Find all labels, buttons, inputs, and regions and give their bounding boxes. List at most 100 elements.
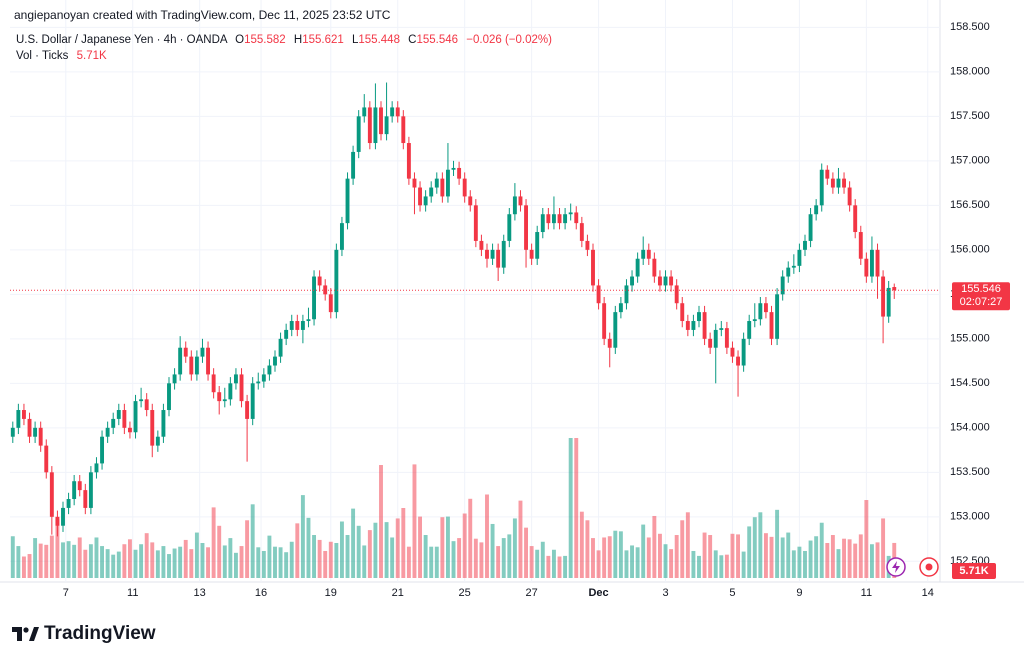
symbol-title: U.S. Dollar / Japanese Yen · 4h · OANDA [16,34,227,46]
logo-slash [29,627,39,641]
logo-text: TradingView [44,623,156,644]
volume-bar [708,535,713,578]
volume-bar [830,535,835,578]
candle-body [239,374,244,402]
volume-bar [16,546,21,578]
candle-body [858,232,863,259]
volume-bar [702,532,707,578]
volume-bar [379,465,383,578]
volume-bar [127,539,132,578]
candle-body [222,399,227,402]
x-tick-label: 3 [662,587,668,599]
volume-bar [663,544,668,578]
candle-body [591,249,595,286]
volume-bar [66,541,71,578]
candle-body [72,481,77,500]
y-tick-label: 153.000 [950,511,990,523]
volume-bar [183,539,188,578]
candle-body [462,178,467,197]
volume-bar [680,520,685,578]
candle-body [501,240,506,268]
volume-bar [535,549,540,578]
volume-name: Vol · Ticks [16,50,69,62]
candle-body [758,303,763,320]
volume-bar [853,543,858,578]
candle-body [373,107,378,144]
volume-bar [468,498,473,578]
y-tick-label: 154.000 [950,422,990,434]
y-tick-label: 156.000 [950,244,990,256]
candle-body [674,285,679,304]
volume-bar [345,535,350,578]
volume-bar [724,554,729,578]
candles [10,82,897,537]
candle-body [563,214,568,224]
candle-body [317,276,322,286]
volume-bar [312,535,317,578]
volume-bar [563,555,568,578]
volume-bar [864,500,869,578]
axes: 152.500153.000153.500154.000154.500155.0… [10,21,1010,599]
candle-body [702,312,707,339]
candle-body [390,107,395,117]
volume-bar [33,538,38,578]
volume-bar [55,519,60,578]
volume-bar [819,522,824,578]
volume-bar [512,518,517,578]
volume-bar [657,533,662,578]
volume-bar [289,541,294,578]
candle-body [55,516,60,526]
volume-bar [111,554,116,578]
volume-bar [21,556,26,578]
candle-body [200,347,205,357]
volume-bar [825,543,830,578]
candle-body [680,303,685,322]
volume-bar [574,438,579,578]
logo-mark [12,627,22,641]
candle-body [395,107,400,117]
volume-bar [228,538,233,578]
x-tick-label: Dec [588,587,608,599]
volume-bar [797,546,802,578]
tradingview-logo: TradingView [12,623,156,644]
volume-bar [261,550,266,578]
y-tick-label: 158.000 [950,66,990,78]
candle-body [33,427,38,437]
volume-bar [239,546,244,578]
candle-body [21,410,26,419]
volume-bar [434,546,439,578]
candle-body [161,410,166,437]
candle-body [507,214,512,241]
countdown: 02:07:27 [960,296,1003,308]
candle-body [306,319,311,322]
candle-body [814,205,819,215]
volume-bar [881,518,886,578]
candle-body [256,381,261,384]
candle-body [356,116,361,152]
candle-body [217,392,222,402]
volume-bar [406,546,411,578]
candle-body [379,107,383,135]
candle-body [697,312,701,322]
volume-bar [769,536,774,578]
volume-bar [178,546,183,578]
volume-bar [189,549,194,578]
candle-body [546,214,551,224]
x-tick-label: 14 [922,587,934,599]
candle-body [457,167,462,179]
volume-bar [613,530,618,578]
candle-body [267,365,272,375]
candle-body [535,232,540,259]
candle-body [630,276,634,286]
volume-bar [256,547,261,578]
volume-bar [44,544,49,578]
candle-body [585,240,590,250]
candle-body [568,212,573,215]
candle-body [440,178,445,197]
candle-body [16,410,21,428]
candle-body [334,249,339,313]
volume-tag-value: 5.71K [959,565,988,577]
candle-body [189,356,194,375]
x-tick-label: 19 [325,587,337,599]
candle-body [172,374,177,384]
